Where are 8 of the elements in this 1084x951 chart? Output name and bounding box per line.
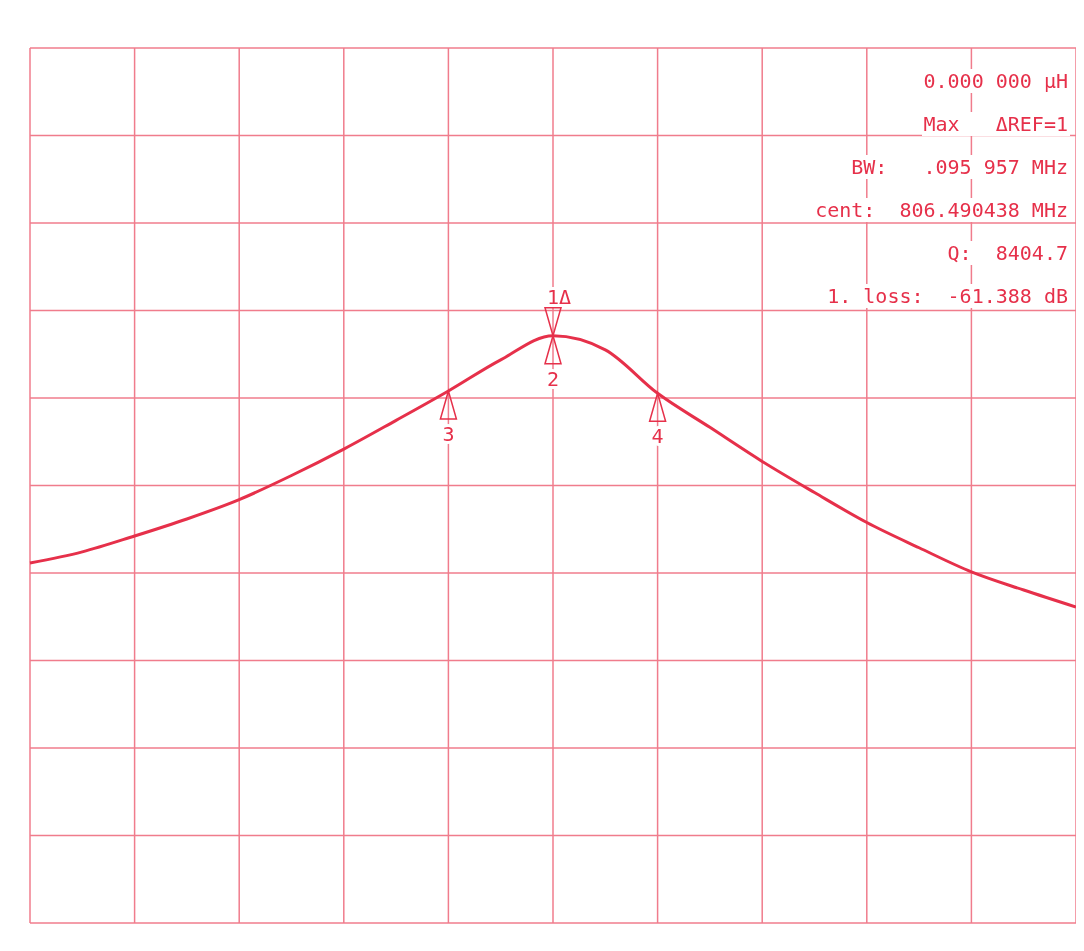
- text: BW: .095 957 MHz: [849, 155, 1070, 179]
- text: Max ΔREF=1: [921, 112, 1070, 136]
- text: 0.000 000 μH: [921, 69, 1070, 93]
- text: cent: 806.490438 MHz: [813, 198, 1070, 222]
- annotation: 1Δ: [546, 284, 572, 309]
- annotation: 2: [546, 366, 560, 391]
- text: 1. loss: -61.388 dB: [825, 284, 1070, 308]
- text: Q: 8404.7: [945, 241, 1070, 265]
